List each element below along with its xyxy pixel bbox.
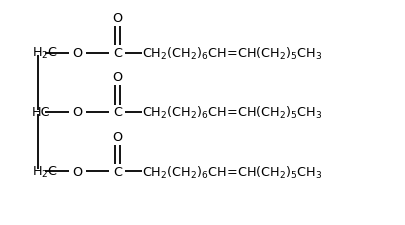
Text: O: O: [112, 130, 122, 143]
Text: O: O: [72, 106, 82, 119]
Text: O: O: [72, 165, 82, 178]
Text: CH$_2$(CH$_2$)$_6$CH$\!=\!$CH(CH$_2$)$_5$CH$_3$: CH$_2$(CH$_2$)$_6$CH$\!=\!$CH(CH$_2$)$_5…: [143, 45, 323, 61]
Text: C: C: [113, 106, 122, 119]
Text: CH$_2$(CH$_2$)$_6$CH$\!=\!$CH(CH$_2$)$_5$CH$_3$: CH$_2$(CH$_2$)$_6$CH$\!=\!$CH(CH$_2$)$_5…: [143, 104, 323, 121]
Text: HC: HC: [32, 106, 50, 119]
Text: O: O: [112, 71, 122, 84]
Text: C: C: [113, 47, 122, 60]
Text: O: O: [72, 47, 82, 60]
Text: CH$_2$(CH$_2$)$_6$CH$\!=\!$CH(CH$_2$)$_5$CH$_3$: CH$_2$(CH$_2$)$_6$CH$\!=\!$CH(CH$_2$)$_5…: [143, 164, 323, 180]
Text: O: O: [112, 12, 122, 25]
Text: H$_2$C: H$_2$C: [32, 46, 58, 61]
Text: H$_2$C: H$_2$C: [32, 164, 58, 179]
Text: C: C: [113, 165, 122, 178]
